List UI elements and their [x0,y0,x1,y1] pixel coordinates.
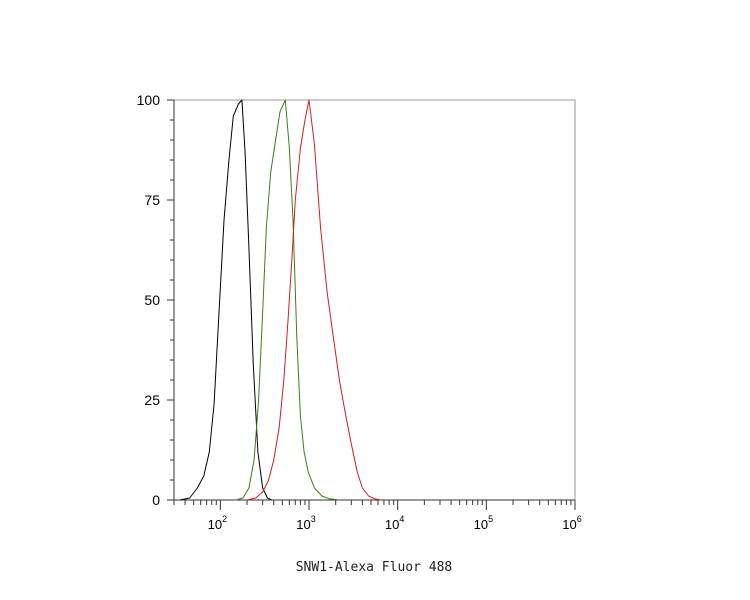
plot-frame [173,99,576,501]
series-layer [179,99,382,501]
histogram-series-3 [246,99,382,501]
y-tick-label: 75 [144,192,160,208]
y-tick-label: 100 [137,92,161,108]
x-tick-label: 105 [474,514,493,532]
x-tick-label: 104 [385,514,404,532]
x-axis: 102 103 104 105 106 [173,499,582,532]
x-tick-label: 103 [296,514,315,532]
histogram-series-2 [235,99,340,501]
y-tick-label: 50 [144,292,160,308]
histogram-series-1 [179,99,272,501]
y-axis: 0 25 50 75 100 [137,92,175,508]
y-tick-label: 25 [144,392,160,408]
x-tick-label: 106 [562,514,581,532]
x-axis-label: SNW1-Alexa Fluor 488 [296,560,453,575]
x-tick-label: 102 [208,514,227,532]
y-tick-label: 0 [152,492,160,508]
